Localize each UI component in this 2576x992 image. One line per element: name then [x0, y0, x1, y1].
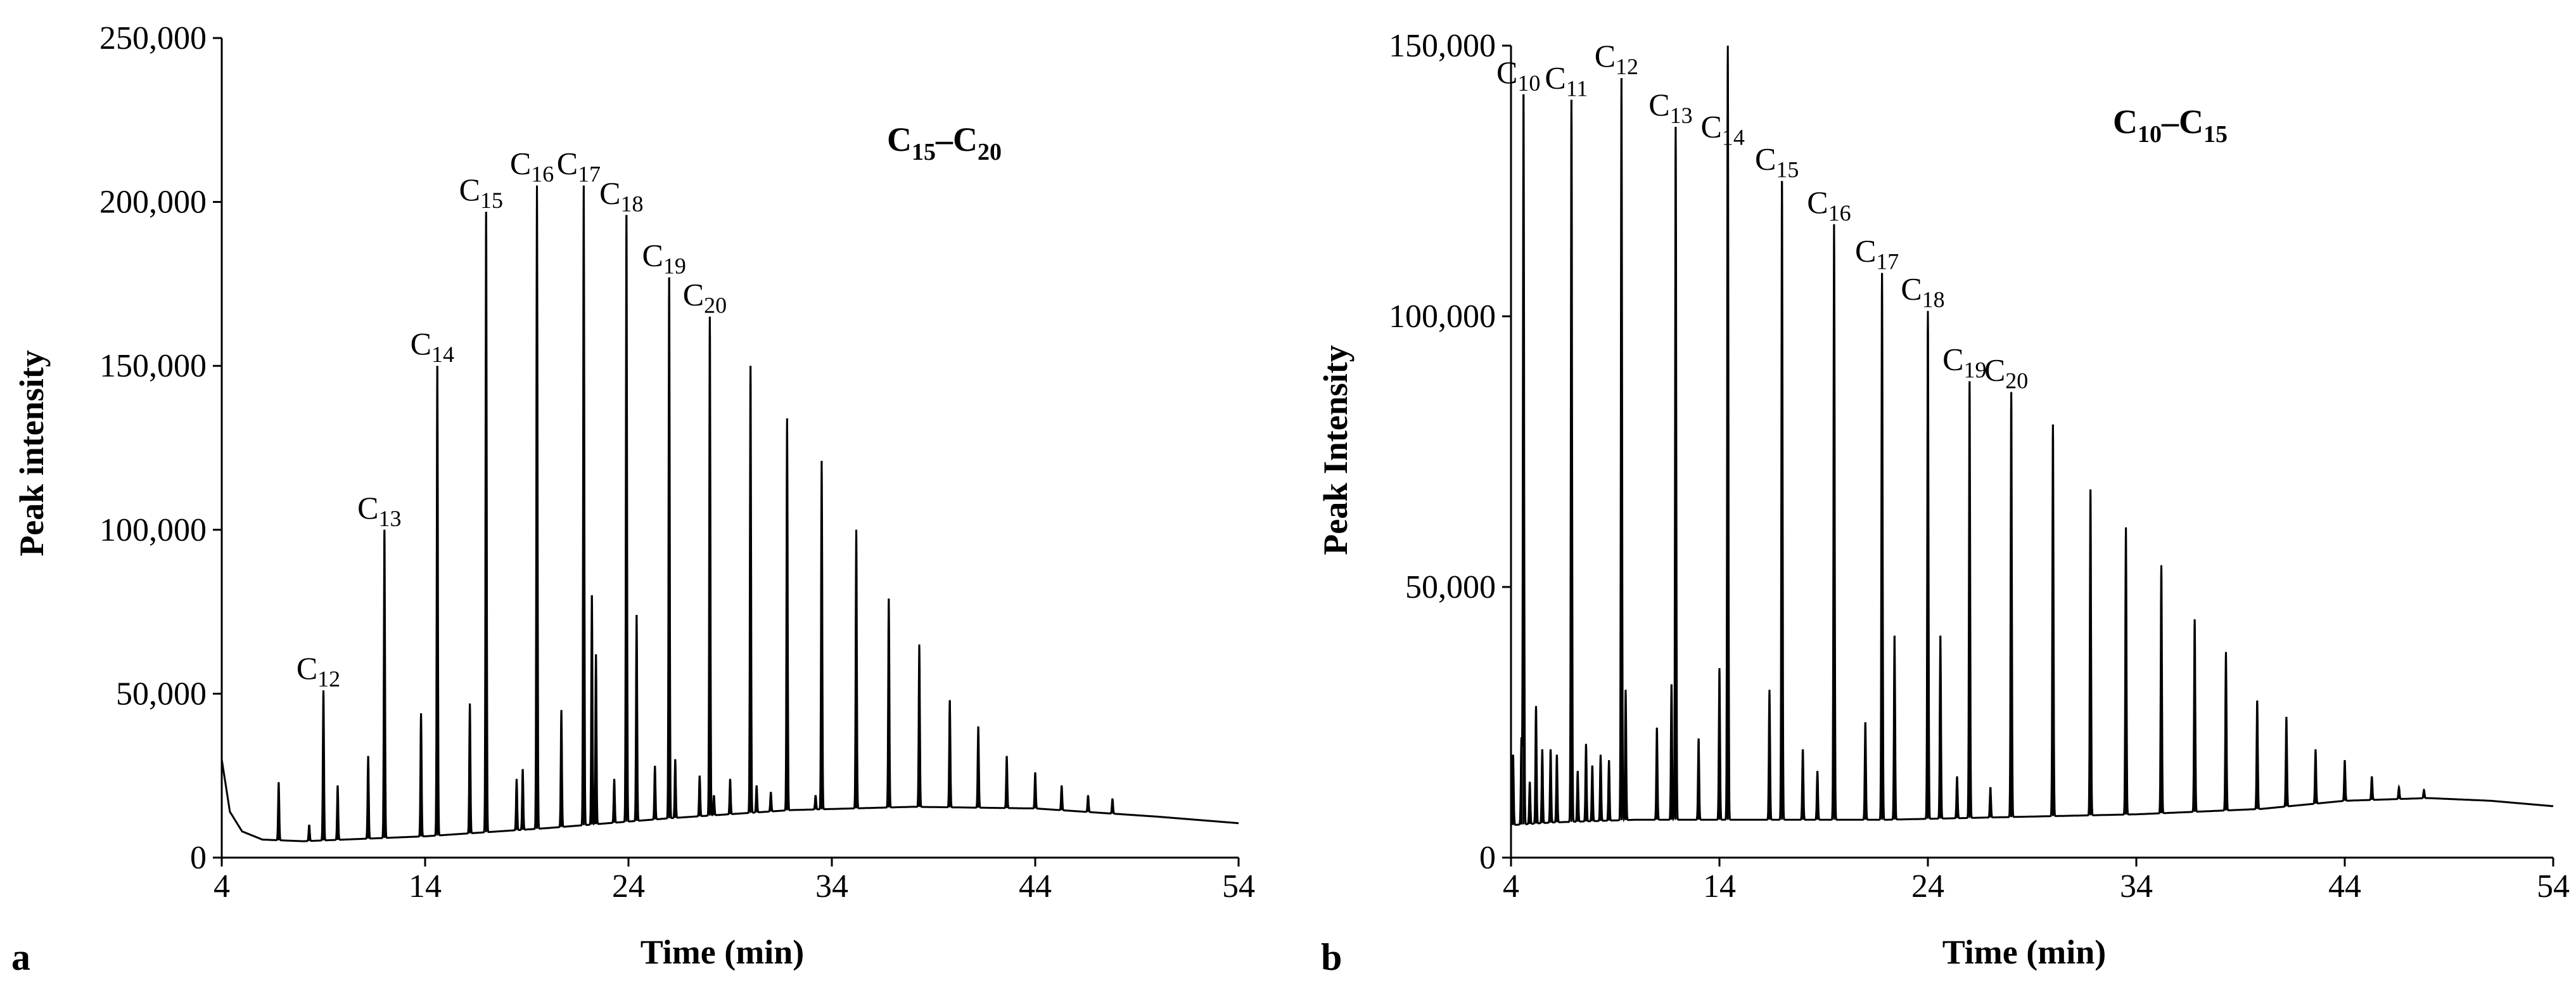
panel-b-peak-label: C11	[1545, 60, 1588, 101]
panel-b-peak-label: C15	[1755, 141, 1799, 183]
panel-b-x-tick-label: 44	[2328, 868, 2361, 905]
panel-b-peak-label: C10	[1496, 55, 1540, 96]
panel-a-y-axis-title: Peak intensity	[13, 350, 51, 557]
panel-a-peak-label: C12	[296, 650, 340, 692]
panel-b-y-tick-label: 100,000	[1389, 299, 1496, 335]
panel-b-peak-label: C18	[1901, 271, 1944, 312]
panel-a-peak-label: C19	[642, 238, 686, 279]
panel-b-letter: b	[1321, 936, 1342, 978]
panel-a-y-tick-label: 100,000	[99, 512, 207, 548]
panel-a-letter: a	[11, 936, 30, 978]
panel-a-y-tick-label: 0	[190, 840, 207, 876]
panel-b-x-axis-title: Time (min)	[1942, 933, 2106, 971]
panel-b-range-annotation: C10–C15	[2113, 103, 2228, 148]
panel-b-trace	[1510, 45, 2554, 826]
panel-b-y-tick-label: 0	[1479, 840, 1496, 876]
panel-a-peak-label: C20	[683, 277, 727, 318]
panel-a-chart: 0 50,000 100,000 150,000 200,000 250,000 4 14 24…	[11, 20, 1255, 978]
panel-a-peak-label: C17	[557, 146, 601, 187]
panel-b-peak-label: C20	[1984, 352, 2028, 394]
panel-b-peak-label: C13	[1648, 87, 1692, 128]
panel-a-y-tick-label: 200,000	[99, 184, 207, 221]
panel-a-x-tick-label: 34	[815, 868, 848, 905]
panel-a-y-tick-label: 50,000	[116, 676, 207, 712]
panel-b-x-tick-label: 54	[2537, 868, 2570, 905]
panel-a-x-tick-label: 14	[409, 868, 442, 905]
panel-a-peak-label: C16	[510, 146, 554, 187]
panel-b-peak-label: C14	[1700, 108, 1744, 150]
panel-a-x-tick-label: 44	[1019, 868, 1052, 905]
panel-b-x-tick-label: 14	[1703, 868, 1736, 905]
panel-b-peak-label: C16	[1807, 184, 1851, 226]
panel-a-axes: 0 50,000 100,000 150,000 200,000 250,000 4 14 24…	[99, 20, 1255, 905]
panel-b-peak-label: C19	[1942, 341, 1986, 382]
panel-a-x-axis-title: Time (min)	[641, 933, 804, 971]
panel-a-x-tick-label: 24	[612, 868, 645, 905]
panel-b-y-tick-label: 50,000	[1405, 569, 1496, 605]
panel-a-x-tick-label: 4	[214, 868, 230, 905]
panel-b-x-tick-label: 34	[2120, 868, 2153, 905]
panel-a-y-tick-label: 150,000	[99, 348, 207, 384]
panel-a-peak-label: C14	[411, 326, 454, 367]
panel-b-x-tick-label: 4	[1503, 868, 1519, 905]
panel-b-peak-label: C12	[1595, 38, 1638, 79]
panel-b-y-axis-title: Peak Intensity	[1317, 345, 1355, 555]
panel-b-x-tick-label: 24	[1911, 868, 1944, 905]
panel-b-chromatogram-line	[1510, 45, 2554, 826]
panel-b-axes: 0 50,000 100,000 150,000 4 14 24 34 44 54	[1389, 28, 2570, 905]
panel-a-x-tick-label: 54	[1222, 868, 1255, 905]
panel-b-y-tick-label: 150,000	[1389, 28, 1496, 64]
panel-a-peak-label: C15	[459, 172, 503, 213]
panel-a-range-annotation: C15–C20	[887, 120, 1002, 165]
panel-a-peak-label: C13	[357, 490, 401, 531]
panel-a-y-tick-label: 250,000	[99, 20, 207, 56]
panel-a-peak-label: C18	[599, 175, 643, 216]
panel-b-peak-label: C17	[1855, 233, 1899, 274]
panel-a-trace	[220, 185, 1239, 842]
